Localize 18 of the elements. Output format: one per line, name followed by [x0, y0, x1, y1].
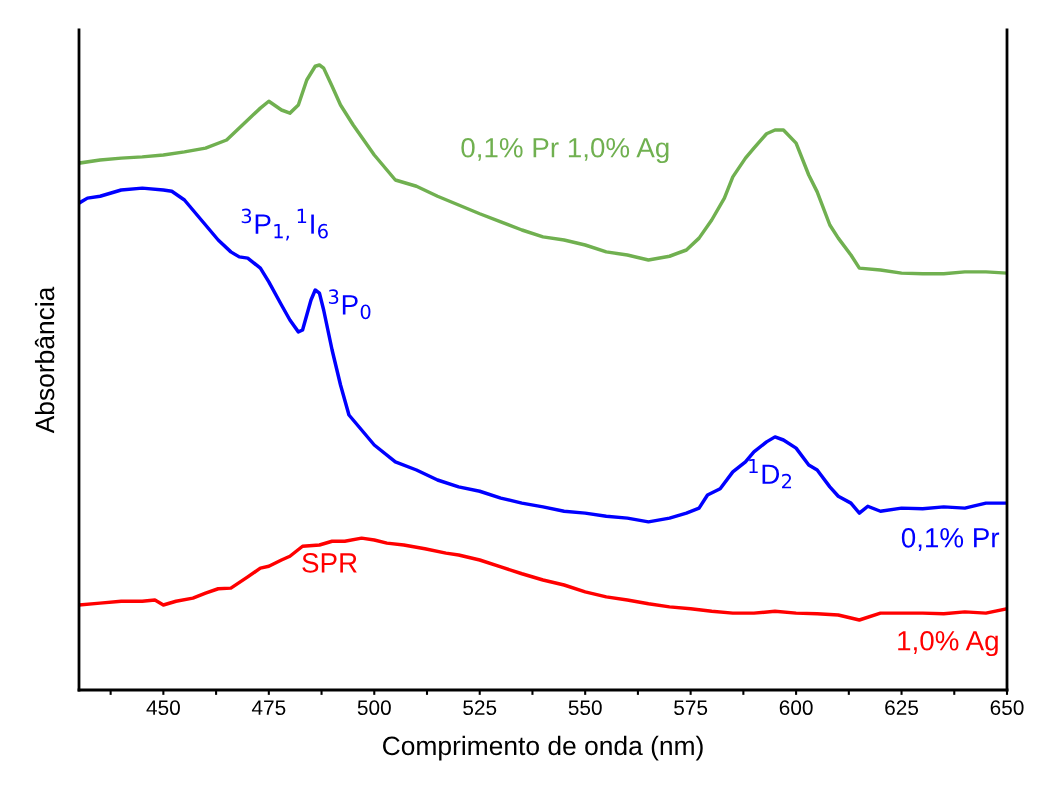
annotation: $^{3}$P$_{0}$	[328, 289, 371, 320]
x-tick-label: 600	[779, 700, 813, 716]
x-tick-label: 450	[146, 700, 180, 716]
x-axis-title: Comprimento de onda (nm)	[383, 735, 703, 761]
x-tick-label: 500	[357, 700, 391, 716]
annotation: SPR	[302, 553, 357, 573]
x-tick-label: 475	[251, 700, 286, 716]
x-tick-label: 550	[568, 700, 602, 716]
annotation: $^{1}$D$_{2}$	[749, 458, 792, 489]
x-tick-label: 625	[885, 700, 919, 716]
series-label: 1,0% Ag	[898, 630, 998, 657]
annotation: $^{3}$P$_{1,}$$^{1}$I$_{6}$	[241, 208, 328, 241]
series-label: 0,1% Pr 1,0% Ag	[461, 137, 669, 164]
x-tick-label: 525	[463, 700, 497, 716]
x-tick-label: 650	[990, 700, 1024, 716]
y-axis-title: Absorbância	[34, 286, 55, 434]
x-tick-label: 575	[674, 700, 708, 716]
series-label: 0,1% Pr	[901, 527, 1000, 551]
